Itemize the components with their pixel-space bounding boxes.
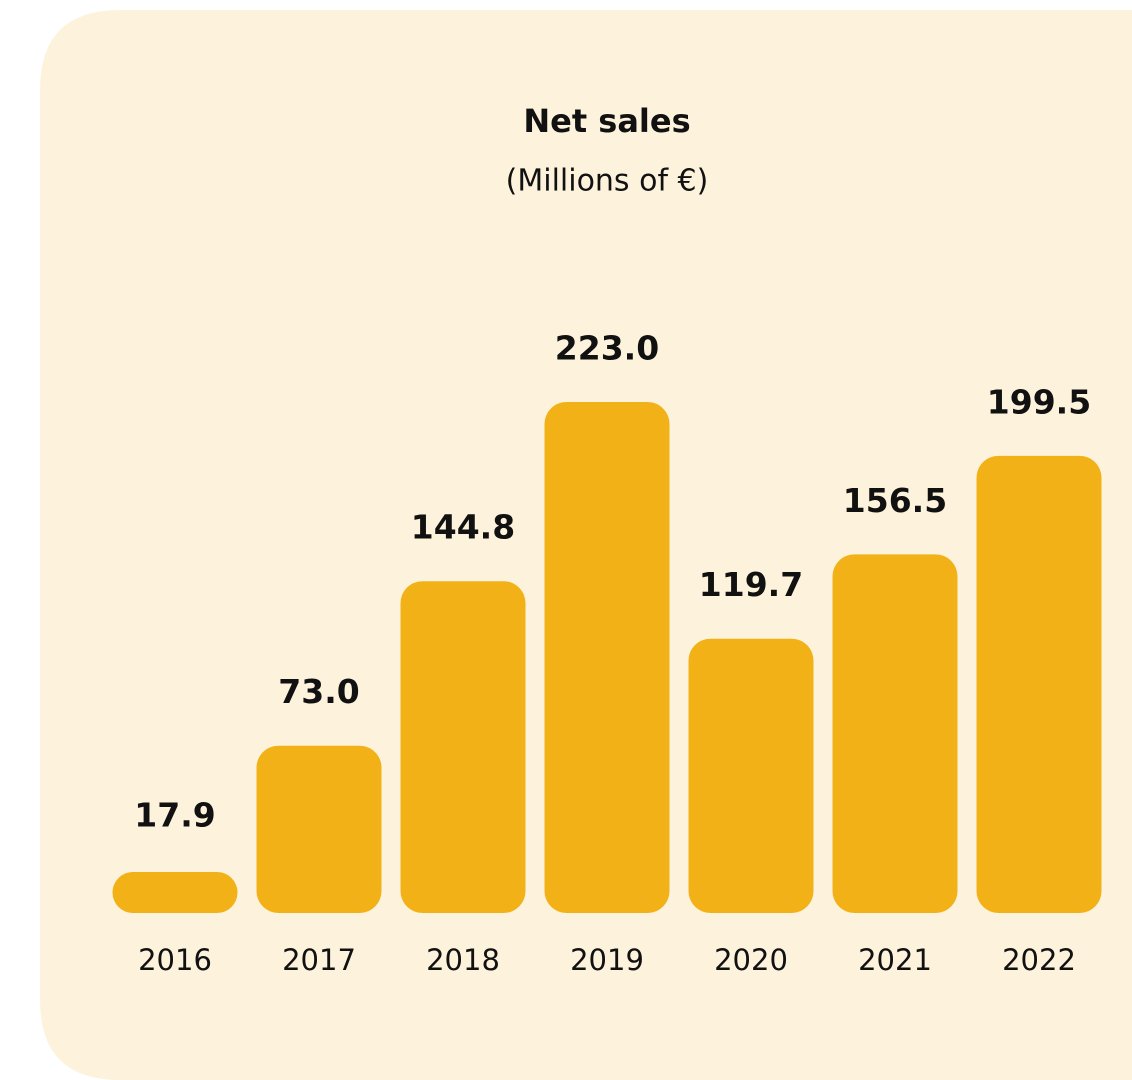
x-tick-label: 2017	[282, 943, 356, 977]
chart-subtitle: (Millions of €)	[506, 164, 709, 199]
x-tick-label: 2019	[570, 943, 644, 977]
bar	[400, 581, 526, 913]
value-label: 156.5	[843, 481, 947, 520]
chart-title: Net sales	[523, 102, 690, 140]
value-label: 223.0	[555, 329, 659, 368]
x-tick-label: 2021	[858, 943, 932, 977]
bar	[112, 871, 238, 913]
bar	[976, 455, 1102, 913]
bar	[688, 638, 814, 913]
bar	[832, 554, 958, 913]
x-tick-label: 2022	[1002, 943, 1076, 977]
value-label: 119.7	[699, 565, 803, 604]
x-tick-label: 2016	[138, 943, 212, 977]
bar	[544, 402, 670, 913]
value-label: 17.9	[134, 796, 215, 835]
value-label: 73.0	[278, 672, 359, 711]
value-label: 199.5	[987, 382, 1091, 421]
bar	[256, 745, 382, 913]
x-tick-label: 2020	[714, 943, 788, 977]
x-tick-label: 2018	[426, 943, 500, 977]
value-label: 144.8	[411, 508, 515, 547]
